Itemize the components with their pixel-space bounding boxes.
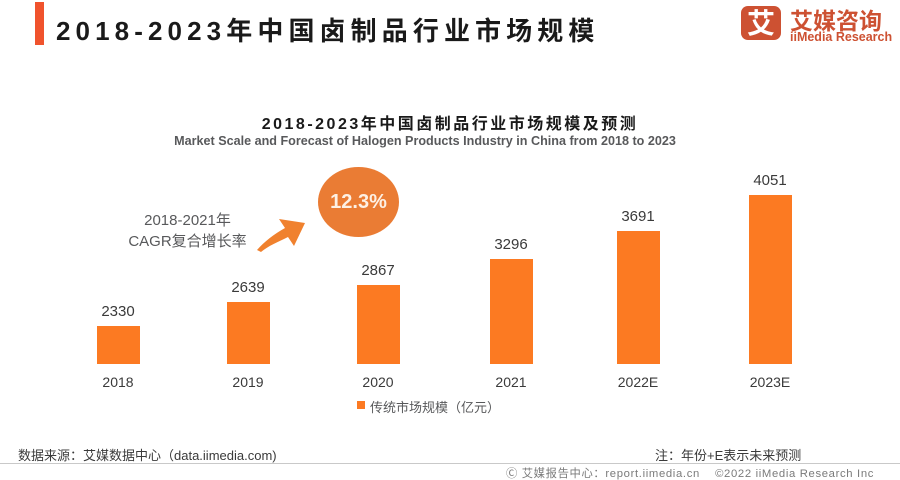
svg-text:艾: 艾 (747, 6, 775, 40)
